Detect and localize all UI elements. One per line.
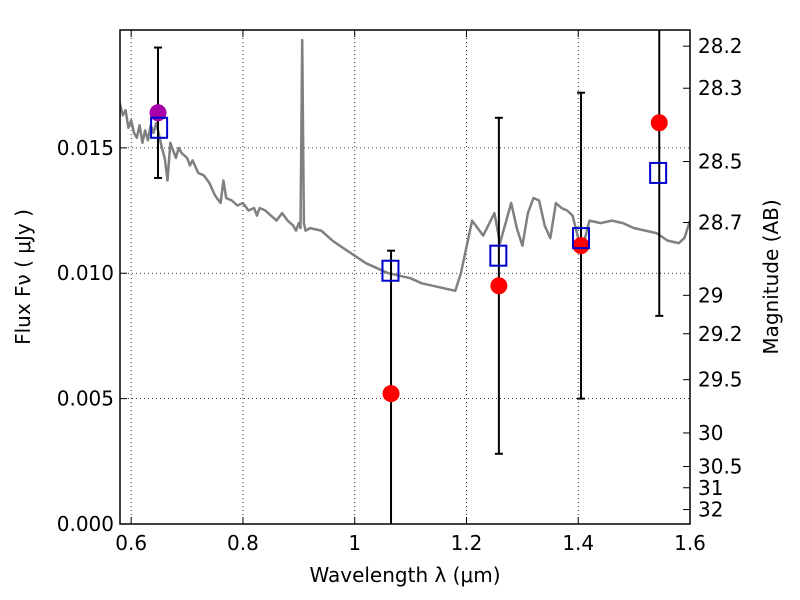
- optical-data-point: [149, 104, 167, 122]
- observed-data-point: [490, 277, 508, 295]
- x-tick-label: 1: [348, 531, 361, 555]
- model-photometry-square: [489, 244, 508, 267]
- y-tick-label: 0.010: [57, 261, 114, 285]
- observed-data-point: [650, 114, 668, 132]
- ticks: [120, 30, 691, 525]
- x-tick-label: 0.6: [115, 531, 147, 555]
- mag-tick-label: 29.2: [698, 322, 743, 346]
- y-tick-label: 0.005: [57, 387, 114, 411]
- observed-data-point: [382, 385, 400, 403]
- grid: [120, 30, 691, 524]
- tick-labels: 0.6 0.8 1 1.2 1.4 1.6 0.000 0.005 0.010 0.015 28.2…: [57, 34, 743, 555]
- model-photometry-square: [381, 259, 400, 282]
- model-sed-line: [120, 38, 690, 293]
- y-axis-title: Flux Fν ( μJy ): [11, 209, 35, 345]
- model-photometry-square: [572, 227, 591, 250]
- model-photometry-square: [150, 116, 169, 139]
- mag-tick-label: 28.5: [698, 150, 743, 174]
- y-tick-label: 0.015: [57, 136, 114, 160]
- x-tick-label: 1.2: [451, 531, 483, 555]
- mag-tick-label: 32: [698, 498, 723, 522]
- mag-tick-label: 31: [698, 476, 723, 500]
- model-photometry-square: [649, 161, 668, 184]
- x-axis-title: Wavelength λ (μm): [309, 563, 500, 587]
- x-tick-label: 1.6: [674, 531, 706, 555]
- mag-tick-label: 30: [698, 421, 723, 445]
- x-tick-label: 0.8: [227, 531, 259, 555]
- mag-tick-label: 28.2: [698, 34, 743, 58]
- mag-tick-label: 29: [698, 283, 723, 307]
- mag-tick-label: 28.7: [698, 211, 743, 235]
- mag-tick-label: 30.5: [698, 455, 743, 479]
- data-layer: [120, 30, 690, 524]
- mag-tick-label: 28.3: [698, 76, 743, 100]
- y-tick-label: 0.000: [57, 512, 114, 536]
- observed-data-point: [572, 237, 590, 255]
- plot-frame: [119, 29, 691, 525]
- x-tick-label: 1.4: [562, 531, 594, 555]
- y2-axis-title: Magnitude (AB): [759, 199, 783, 354]
- mag-tick-label: 29.5: [698, 368, 743, 392]
